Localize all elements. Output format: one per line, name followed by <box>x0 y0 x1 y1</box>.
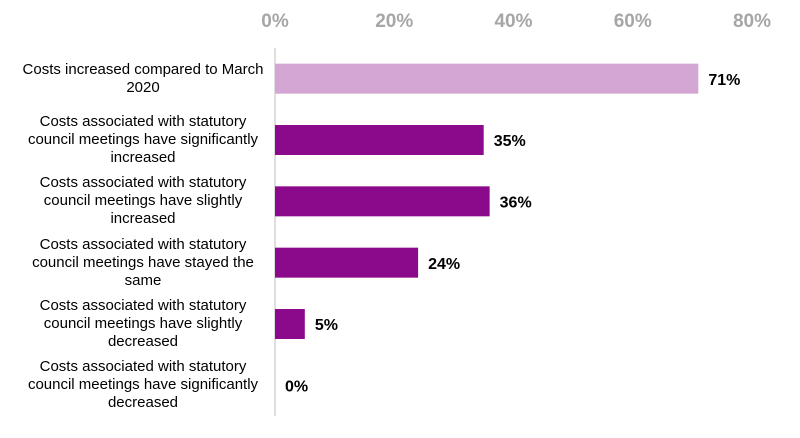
x-tick-label: 80% <box>733 11 771 32</box>
category-label: Costs associated with statutory council … <box>32 235 254 289</box>
category-label: Costs associated with statutory council … <box>39 297 247 350</box>
value-label: 24% <box>428 256 460 273</box>
category-label: Costs associated with statutory council … <box>27 358 259 412</box>
value-label: 36% <box>500 195 532 212</box>
x-tick-label: 0% <box>261 11 289 32</box>
category-label: Costs associated with statutory council … <box>39 174 247 228</box>
bar <box>275 247 419 278</box>
x-tick-label: 20% <box>375 11 413 32</box>
bar <box>275 309 305 339</box>
bar <box>275 125 484 155</box>
value-label: 35% <box>494 133 526 150</box>
value-label: 5% <box>315 317 338 334</box>
category-label: Costs associated with statutory council … <box>27 113 259 166</box>
value-label: 71% <box>708 72 740 89</box>
x-tick-label: 60% <box>614 11 652 32</box>
bar <box>275 186 490 217</box>
bar <box>275 63 699 94</box>
x-tick-label: 40% <box>494 11 532 32</box>
category-label: Costs increased compared to March 2020 <box>22 60 264 96</box>
value-label: 0% <box>285 379 308 396</box>
